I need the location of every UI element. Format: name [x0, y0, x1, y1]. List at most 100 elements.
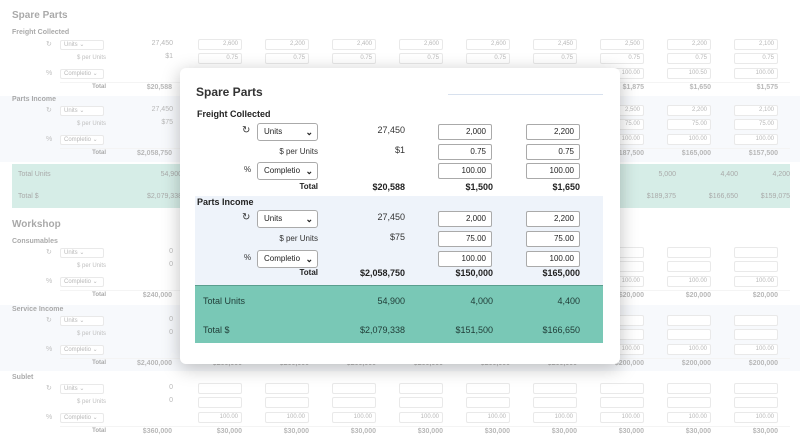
- pct-input[interactable]: 100.00: [667, 134, 711, 145]
- units-input[interactable]: 2,450: [533, 39, 577, 50]
- freight-rate-input[interactable]: 0.75: [438, 144, 492, 160]
- freight-units-input[interactable]: 2,000: [438, 124, 492, 140]
- rate-input[interactable]: 0.75: [533, 53, 577, 64]
- rate-input[interactable]: 0.75: [466, 53, 510, 64]
- parts-pct-input[interactable]: 100.00: [526, 251, 580, 267]
- units-input[interactable]: [667, 315, 711, 326]
- units-input[interactable]: [600, 383, 644, 394]
- rate-input[interactable]: 0.75: [399, 53, 443, 64]
- pct-input[interactable]: 100.00: [734, 134, 778, 145]
- units-input[interactable]: [265, 383, 309, 394]
- pct-input[interactable]: 100.00: [265, 412, 309, 423]
- units-input[interactable]: 2,600: [466, 39, 510, 50]
- rate-input[interactable]: [466, 397, 510, 408]
- pct-input[interactable]: 100.50: [667, 68, 711, 79]
- freight-units-input[interactable]: 2,200: [526, 124, 580, 140]
- units-input[interactable]: [198, 383, 242, 394]
- units-input[interactable]: 2,600: [198, 39, 242, 50]
- total-base: $2,058,750: [136, 150, 172, 157]
- rate-input[interactable]: [600, 397, 644, 408]
- units-input[interactable]: 2,100: [734, 105, 778, 116]
- parts-rate-input[interactable]: 75.00: [438, 231, 492, 247]
- units-select[interactable]: Units ⌄: [60, 384, 104, 394]
- pct-input[interactable]: 100.00: [734, 412, 778, 423]
- completion-select[interactable]: Completio ⌄: [60, 277, 104, 287]
- units-input[interactable]: 2,500: [600, 39, 644, 50]
- pct-input[interactable]: 100.00: [734, 344, 778, 355]
- rate-input[interactable]: 0.75: [198, 53, 242, 64]
- units-input[interactable]: [734, 247, 778, 258]
- units-input[interactable]: [332, 383, 376, 394]
- pct-input[interactable]: 100.00: [466, 412, 510, 423]
- rate-input[interactable]: 75.00: [734, 119, 778, 130]
- freight-pct-input[interactable]: 100.00: [526, 163, 580, 179]
- pct-input[interactable]: 100.00: [734, 68, 778, 79]
- units-input[interactable]: 2,200: [667, 39, 711, 50]
- refresh-icon[interactable]: ↻: [46, 41, 52, 48]
- parts-rate-input[interactable]: 75.00: [526, 231, 580, 247]
- completion-select[interactable]: Completio ⌄: [60, 69, 104, 79]
- rate-input[interactable]: 0.75: [667, 53, 711, 64]
- pct-input[interactable]: 100.00: [198, 412, 242, 423]
- rate-input[interactable]: [667, 261, 711, 272]
- completion-select[interactable]: Completio ⌄: [60, 413, 104, 423]
- units-input[interactable]: [667, 247, 711, 258]
- rate-input[interactable]: [667, 329, 711, 340]
- rate-input[interactable]: [734, 261, 778, 272]
- rate-input[interactable]: 0.75: [734, 53, 778, 64]
- pct-input[interactable]: 100.00: [533, 412, 577, 423]
- pct-input[interactable]: 100.00: [667, 344, 711, 355]
- rate-input[interactable]: [332, 397, 376, 408]
- rate-input[interactable]: 75.00: [667, 119, 711, 130]
- units-input[interactable]: 2,200: [265, 39, 309, 50]
- pct-input[interactable]: 100.00: [332, 412, 376, 423]
- rate-input[interactable]: [533, 397, 577, 408]
- units-select[interactable]: Units ⌄: [60, 316, 104, 326]
- parts-units-input[interactable]: 2,000: [438, 211, 492, 227]
- refresh-icon[interactable]: ↻: [242, 125, 251, 136]
- freight-completion-select[interactable]: Completio ⌄: [257, 162, 318, 180]
- units-input[interactable]: [399, 383, 443, 394]
- refresh-icon[interactable]: ↻: [46, 107, 52, 114]
- pct-input[interactable]: 100.00: [667, 276, 711, 287]
- units-input[interactable]: 2,100: [734, 39, 778, 50]
- refresh-icon[interactable]: ↻: [242, 212, 251, 223]
- rate-input[interactable]: 0.75: [600, 53, 644, 64]
- refresh-icon[interactable]: ↻: [46, 385, 52, 392]
- parts-completion-select[interactable]: Completio ⌄: [257, 250, 318, 268]
- pct-input[interactable]: 100.00: [399, 412, 443, 423]
- rate-input[interactable]: [667, 397, 711, 408]
- completion-select[interactable]: Completio ⌄: [60, 135, 104, 145]
- completion-select[interactable]: Completio ⌄: [60, 345, 104, 355]
- units-input[interactable]: 2,400: [332, 39, 376, 50]
- units-input[interactable]: [734, 383, 778, 394]
- parts-units-select[interactable]: Units ⌄: [257, 210, 318, 228]
- units-input[interactable]: [734, 315, 778, 326]
- freight-rate-input[interactable]: 0.75: [526, 144, 580, 160]
- rate-input[interactable]: [399, 397, 443, 408]
- total-dollars-value: $151,500: [455, 325, 493, 335]
- units-input[interactable]: [533, 383, 577, 394]
- freight-pct-input[interactable]: 100.00: [438, 163, 492, 179]
- refresh-icon[interactable]: ↻: [46, 317, 52, 324]
- units-select[interactable]: Units ⌄: [60, 106, 104, 116]
- units-input[interactable]: 2,600: [399, 39, 443, 50]
- units-input[interactable]: [667, 383, 711, 394]
- rate-input[interactable]: 0.75: [265, 53, 309, 64]
- pct-input[interactable]: 100.00: [734, 276, 778, 287]
- units-input[interactable]: [466, 383, 510, 394]
- parts-units-input[interactable]: 2,200: [526, 211, 580, 227]
- units-input[interactable]: 2,200: [667, 105, 711, 116]
- units-select[interactable]: Units ⌄: [60, 40, 104, 50]
- pct-input[interactable]: 100.00: [600, 412, 644, 423]
- rate-input[interactable]: 0.75: [332, 53, 376, 64]
- rate-input[interactable]: [734, 329, 778, 340]
- freight-units-select[interactable]: Units ⌄: [257, 123, 318, 141]
- pct-input[interactable]: 100.00: [667, 412, 711, 423]
- rate-input[interactable]: [198, 397, 242, 408]
- parts-pct-input[interactable]: 100.00: [438, 251, 492, 267]
- refresh-icon[interactable]: ↻: [46, 249, 52, 256]
- units-select[interactable]: Units ⌄: [60, 248, 104, 258]
- rate-input[interactable]: [265, 397, 309, 408]
- rate-input[interactable]: [734, 397, 778, 408]
